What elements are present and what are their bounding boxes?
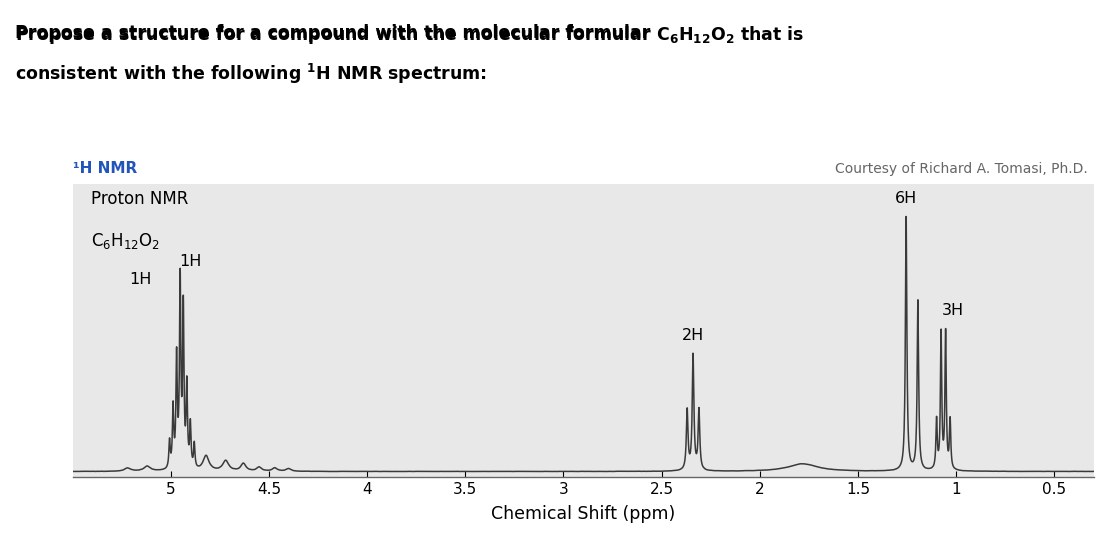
Text: Propose a structure for a compound with the molecular formular: Propose a structure for a compound with … bbox=[15, 24, 656, 42]
Text: ¹H NMR: ¹H NMR bbox=[73, 161, 137, 176]
Text: Propose a structure for a compound with the molecular formular $\mathbf{C_6H_{12: Propose a structure for a compound with … bbox=[15, 24, 804, 47]
Text: 1H: 1H bbox=[180, 254, 202, 269]
Text: Courtesy of Richard A. Tomasi, Ph.D.: Courtesy of Richard A. Tomasi, Ph.D. bbox=[836, 162, 1088, 176]
Text: consistent with the following $\mathbf{^1}$​H NMR spectrum:: consistent with the following $\mathbf{^… bbox=[15, 62, 487, 86]
Text: $\mathrm{C_6H_{12}O_2}$: $\mathrm{C_6H_{12}O_2}$ bbox=[90, 231, 160, 251]
Text: 2H: 2H bbox=[682, 328, 704, 343]
Text: 6H: 6H bbox=[895, 191, 917, 206]
X-axis label: Chemical Shift (ppm): Chemical Shift (ppm) bbox=[491, 505, 675, 523]
Text: 1H: 1H bbox=[129, 272, 152, 287]
Text: Proton NMR: Proton NMR bbox=[90, 190, 189, 208]
Text: 3H: 3H bbox=[942, 304, 963, 318]
